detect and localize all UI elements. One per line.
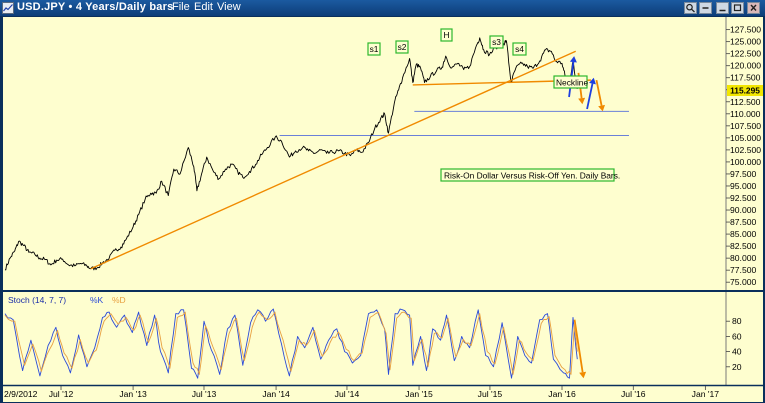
stoch-title: Stoch (14, 7, 7) — [8, 295, 66, 305]
pattern-label-s3-box — [489, 35, 504, 49]
price-tick-label-7: 110.000 — [730, 109, 761, 119]
search-icon[interactable] — [684, 2, 697, 14]
stoch-tick-label-0: 80 — [732, 316, 742, 326]
neckline-label: Neckline — [556, 78, 588, 88]
date-tick-label-9: Jul '16 — [621, 389, 646, 399]
pattern-label-s2: s2 — [398, 42, 407, 52]
price-arrow-3 — [586, 77, 596, 110]
price-axis-panel — [726, 17, 763, 290]
menu-edit[interactable]: Edit — [194, 1, 213, 13]
dash-icon[interactable] — [699, 2, 712, 14]
price-tick-label-18: 82.500 — [730, 241, 757, 251]
stoch-axis-panel — [726, 292, 763, 385]
menu-file[interactable]: File — [172, 1, 190, 13]
date-tick-label-7: Jul '15 — [478, 389, 503, 399]
stoch-tick-label-2: 40 — [732, 347, 742, 357]
date-tick-label-5: Jul '14 — [335, 389, 360, 399]
pattern-label-h-box — [440, 28, 453, 42]
pattern-label-s3: s3 — [492, 37, 501, 47]
stoch-line-d — [4, 311, 578, 375]
stoch-legend-k: %K — [90, 295, 104, 305]
price-tick-label-20: 77.500 — [730, 265, 757, 275]
pattern-label-s4-box — [512, 42, 527, 56]
stoch-legend-d: %D — [112, 295, 126, 305]
stoch-tick-label-1: 60 — [732, 331, 742, 341]
date-axis-panel — [3, 386, 763, 402]
stoch-arrow-1-shaft — [573, 319, 584, 373]
price-tick-label-15: 90.000 — [730, 205, 757, 215]
menu-view[interactable]: View — [217, 1, 241, 13]
stoch-arrow-1-head — [579, 371, 587, 379]
pattern-label-s4: s4 — [515, 44, 524, 54]
uptrend-line — [90, 50, 577, 270]
date-tick-label-6: Jan '15 — [405, 389, 433, 399]
window-title: USD.JPY • 4 Years/Daily bars — [17, 1, 174, 13]
price-arrow-4 — [595, 79, 605, 112]
minimize-icon[interactable] — [716, 2, 729, 14]
date-tick-label-2: Jan '13 — [119, 389, 147, 399]
neckline-label-box — [553, 75, 588, 89]
annotation-text: Risk-On Dollar Versus Risk-Off Yen. Dail… — [444, 171, 620, 181]
price-arrow-4-shaft — [595, 79, 603, 106]
date-tick-label-1: Jul '12 — [49, 389, 74, 399]
price-tick-label-13: 95.000 — [730, 181, 757, 191]
price-tick-label-14: 92.500 — [730, 193, 757, 203]
price-tick-label-19: 80.000 — [730, 253, 757, 263]
date-tick-label-8: Jan '16 — [548, 389, 576, 399]
price-tick-label-21: 75.000 — [730, 277, 757, 287]
price-tick-label-17: 85.000 — [730, 229, 757, 239]
pattern-label-s1: s1 — [370, 44, 379, 54]
price-arrow-1-head — [569, 56, 577, 63]
price-tick-label-8: 107.500 — [730, 121, 761, 131]
pattern-label-s2-box — [395, 40, 409, 54]
price-arrow-3-head — [589, 77, 596, 85]
price-tick-label-3: 120.000 — [730, 61, 761, 71]
last-price: 115.295 — [730, 86, 760, 96]
price-tick-label-9: 105.000 — [730, 133, 761, 143]
price-tick-label-2: 122.500 — [730, 49, 761, 59]
pattern-label-s1-box — [367, 42, 381, 56]
last-price-badge — [727, 85, 763, 96]
date-tick-label-3: Jul '13 — [192, 389, 217, 399]
date-tick-label-4: Jan '14 — [262, 389, 290, 399]
title-bar: USD.JPY • 4 Years/Daily bars File Edit V… — [0, 0, 765, 16]
date-tick-label-0: 2/9/2012 — [4, 389, 38, 399]
price-panel — [3, 17, 726, 290]
date-tick-label-10: Jan '17 — [692, 389, 720, 399]
price-arrow-4-head — [598, 104, 605, 112]
stoch-line-k — [4, 308, 578, 379]
stoch-panel — [3, 292, 726, 385]
pattern-label-h: H — [443, 30, 449, 40]
price-tick-label-16: 87.500 — [730, 217, 757, 227]
price-arrow-2-head — [578, 97, 586, 105]
maximize-icon[interactable] — [731, 2, 744, 14]
app-icon — [2, 2, 14, 14]
price-tick-label-12: 97.500 — [730, 169, 757, 179]
price-tick-label-0: 127.500 — [730, 25, 761, 35]
price-tick-label-1: 125.000 — [730, 37, 761, 47]
price-tick-label-6: 112.500 — [730, 97, 761, 107]
price-tick-label-10: 102.500 — [730, 145, 761, 155]
stoch-tick-label-3: 20 — [732, 362, 742, 372]
close-icon[interactable] — [747, 2, 760, 14]
price-tick-label-11: 100.000 — [730, 157, 761, 167]
stoch-arrow-1 — [573, 319, 587, 379]
annotation-box — [440, 168, 615, 182]
price-arrow-3-shaft — [586, 83, 594, 110]
price-tick-label-4: 117.500 — [730, 73, 761, 83]
